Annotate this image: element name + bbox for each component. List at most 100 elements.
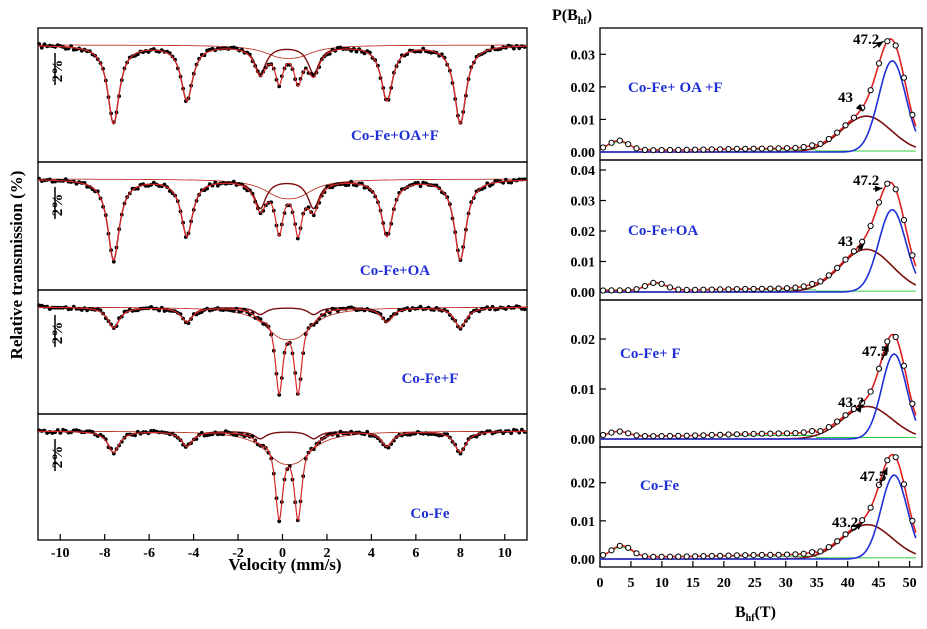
y-tick-label: 0.01	[571, 515, 596, 530]
x-tick-label: 4	[368, 546, 375, 561]
y-tick-label: 0.02	[571, 225, 596, 240]
y-tick-label: 0.00	[571, 146, 596, 161]
data-point	[909, 400, 916, 407]
annotation-arrowhead	[855, 103, 864, 112]
data-point	[692, 146, 699, 153]
data-point	[867, 388, 874, 395]
data-point	[884, 457, 891, 464]
data-point	[509, 180, 514, 185]
data-point	[850, 114, 858, 121]
data-point	[834, 538, 841, 545]
spectrum-panel: 2% Co-Fe+F	[37, 289, 528, 415]
data-point	[892, 454, 899, 461]
data-point	[733, 552, 741, 559]
data-point	[343, 183, 348, 188]
data-point	[742, 145, 749, 152]
spectrum-panel: 2% Co-Fe+OA+F	[37, 27, 528, 163]
data-point	[517, 46, 522, 51]
x-tick-label: 8	[457, 546, 464, 561]
x-tick-label: -8	[99, 546, 111, 561]
data-point	[625, 544, 632, 551]
x-tick-label: 0	[597, 576, 604, 591]
data-point	[421, 46, 426, 51]
data-point	[800, 143, 807, 151]
sample-label: Co-Fe	[410, 506, 449, 522]
data-point	[650, 147, 657, 154]
x-tick-label: 10	[655, 576, 669, 591]
data-point	[783, 430, 791, 437]
data-point	[633, 286, 640, 293]
data-point	[783, 551, 791, 558]
data-point	[909, 252, 916, 259]
x-tick-label: 2	[323, 546, 330, 561]
data-point	[608, 547, 615, 554]
data-point	[817, 428, 824, 435]
data-point	[149, 429, 154, 433]
data-point	[490, 45, 495, 49]
annotation-arrowhead	[882, 344, 889, 352]
data-point	[758, 145, 766, 152]
data-point	[157, 308, 162, 313]
x-tick-label: 0	[279, 546, 286, 561]
data-point	[625, 287, 632, 294]
data-point	[909, 517, 916, 524]
data-point	[792, 551, 799, 558]
data-point	[658, 433, 665, 440]
data-point	[666, 432, 674, 440]
x-tick-label: 6	[412, 546, 419, 561]
peak-annotation: 43.2	[832, 515, 858, 531]
component-43-line	[600, 523, 917, 560]
data-point	[884, 338, 891, 345]
data-point	[859, 517, 866, 524]
data-point	[42, 42, 47, 47]
data-point	[867, 504, 874, 511]
data-point	[338, 429, 343, 434]
component-47-line	[600, 59, 917, 153]
data-point	[733, 145, 741, 152]
data-point	[884, 180, 891, 187]
data-point	[675, 553, 682, 560]
data-point	[666, 553, 674, 560]
data-point	[215, 183, 220, 188]
sample-label: Co-Fe+OA+F	[351, 128, 439, 144]
data-point	[349, 48, 354, 53]
x-tick-label: 40	[841, 576, 855, 591]
sample-label: Co-Fe+OA	[628, 223, 698, 239]
data-point	[750, 552, 757, 559]
data-points	[600, 180, 916, 294]
data-point	[792, 284, 799, 291]
annotation-arrowhead	[857, 243, 865, 251]
data-point	[650, 553, 657, 560]
y-tick-label: 0.01	[571, 113, 596, 128]
data-point	[708, 431, 715, 439]
scale-bar-label: 2%	[50, 60, 66, 83]
data-point	[725, 286, 732, 293]
y-tick-label: 0.01	[571, 256, 596, 271]
data-point	[783, 285, 791, 292]
right-x-axis-label: Bhf(T)	[735, 604, 776, 624]
data-point	[512, 46, 516, 51]
x-tick-label: -2	[232, 546, 244, 561]
data-point	[742, 431, 749, 438]
data-point	[650, 433, 657, 440]
data-point	[625, 430, 632, 437]
doublet-component-line	[38, 44, 526, 59]
data-point	[641, 553, 649, 560]
data-point	[809, 280, 816, 287]
data-point	[616, 287, 623, 294]
data-point	[733, 286, 741, 293]
data-point	[900, 217, 908, 224]
data-point	[742, 285, 749, 293]
data-point	[875, 60, 883, 67]
peak-annotation: 43.2	[838, 395, 864, 411]
annotation-arrowhead	[874, 185, 883, 192]
data-point	[692, 432, 699, 439]
x-tick-label: 45	[872, 576, 886, 591]
y-tick-label: 0.04	[571, 164, 596, 179]
data-point	[335, 433, 340, 438]
data-point	[750, 285, 757, 292]
data-point	[775, 430, 782, 437]
peak-annotation: 47.5	[862, 344, 888, 360]
data-point	[867, 87, 874, 94]
scale-bar-label: 2%	[50, 446, 66, 469]
